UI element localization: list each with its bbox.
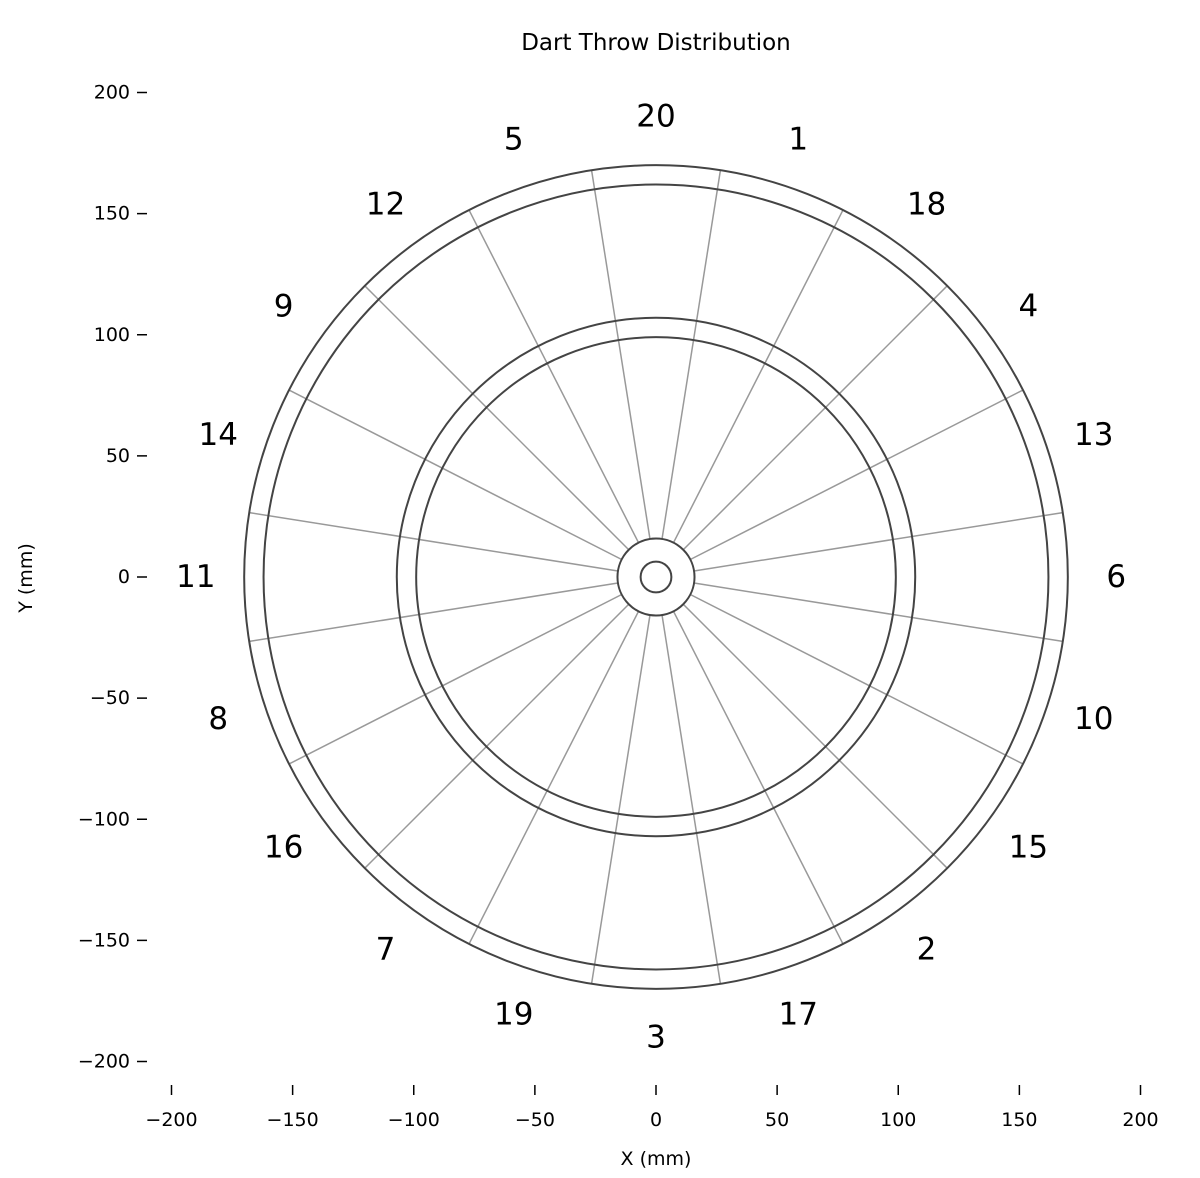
segment-wire — [249, 511, 619, 572]
x-tick-label: 200 — [1122, 1109, 1158, 1131]
board-ring — [395, 316, 917, 838]
segment-number-label: 10 — [1074, 701, 1113, 737]
segment-wire — [682, 285, 948, 551]
segment-wire — [661, 614, 722, 984]
y-tick-label: 100 — [94, 324, 130, 346]
x-tick-label: −150 — [267, 1109, 319, 1131]
segment-wire — [693, 511, 1063, 572]
segment-wire — [364, 285, 630, 551]
segment-wire — [590, 170, 651, 540]
segment-number-label: 11 — [176, 559, 215, 595]
segment-wire — [249, 582, 619, 643]
board-ring — [616, 537, 696, 617]
segment-number-label: 8 — [208, 701, 228, 737]
segment-number-label: 17 — [779, 997, 818, 1033]
x-tick-label: 100 — [880, 1109, 916, 1131]
segment-wire — [288, 593, 623, 765]
board-ring — [415, 336, 897, 818]
segment-number-label: 15 — [1009, 830, 1048, 866]
y-tick-label: −150 — [78, 929, 130, 951]
chart-title: Dart Throw Distribution — [521, 30, 791, 56]
y-tick-label: 0 — [118, 566, 130, 588]
segment-number-label: 14 — [199, 417, 238, 453]
y-tick-label: 50 — [106, 445, 130, 467]
x-tick-label: 50 — [765, 1109, 789, 1131]
y-axis-label: Y (mm) — [15, 543, 37, 614]
segment-number-label: 6 — [1106, 559, 1126, 595]
segment-number-label: 4 — [1019, 288, 1039, 324]
board-ring — [262, 183, 1050, 971]
segment-wire — [468, 209, 640, 544]
segment-number-label: 12 — [366, 187, 405, 223]
segment-number-label: 1 — [788, 121, 808, 157]
segment-number-label: 20 — [636, 99, 675, 135]
segment-wire — [693, 582, 1063, 643]
y-axis: −200 −150 −100 −50 0 50 100 150 200 — [78, 82, 147, 1073]
y-tick-label: −200 — [78, 1051, 130, 1073]
y-tick-label: 150 — [94, 203, 130, 225]
y-tick-label: 200 — [94, 82, 130, 104]
segment-number-label: 3 — [646, 1019, 666, 1055]
segment-wire — [468, 610, 640, 945]
x-tick-label: −50 — [515, 1109, 555, 1131]
y-tick-label: −100 — [78, 808, 130, 830]
segment-number-label: 2 — [917, 931, 937, 967]
dartboard: 20 1 18 4 13 6 10 15 2 17 3 19 7 16 8 11 14 9 12 5 — [176, 99, 1126, 1056]
segment-wire — [288, 389, 623, 561]
x-tick-label: −100 — [388, 1109, 440, 1131]
segment-wire — [590, 614, 651, 984]
segment-wire — [661, 170, 722, 540]
x-tick-label: 0 — [650, 1109, 662, 1131]
segment-wire — [672, 610, 844, 945]
segment-number-label: 7 — [376, 931, 396, 967]
segment-wire — [689, 593, 1024, 765]
segment-number-label: 5 — [504, 121, 524, 157]
segment-wire — [689, 389, 1024, 561]
segment-number-label: 16 — [264, 830, 303, 866]
x-tick-label: −200 — [145, 1109, 197, 1131]
board-ring — [243, 164, 1069, 990]
board-ring — [639, 560, 673, 594]
y-tick-label: −50 — [90, 687, 130, 709]
segment-wire — [364, 603, 630, 869]
segment-number-label: 18 — [907, 187, 946, 223]
segment-number-label: 9 — [274, 288, 294, 324]
segment-number-label: 19 — [494, 997, 533, 1033]
segment-number-label: 13 — [1074, 417, 1113, 453]
x-tick-label: 150 — [1001, 1109, 1037, 1131]
segment-wire — [672, 209, 844, 544]
segment-wire — [682, 603, 948, 869]
x-axis-label: X (mm) — [621, 1148, 692, 1170]
x-axis: −200 −150 −100 −50 0 50 100 150 200 — [145, 1085, 1159, 1131]
